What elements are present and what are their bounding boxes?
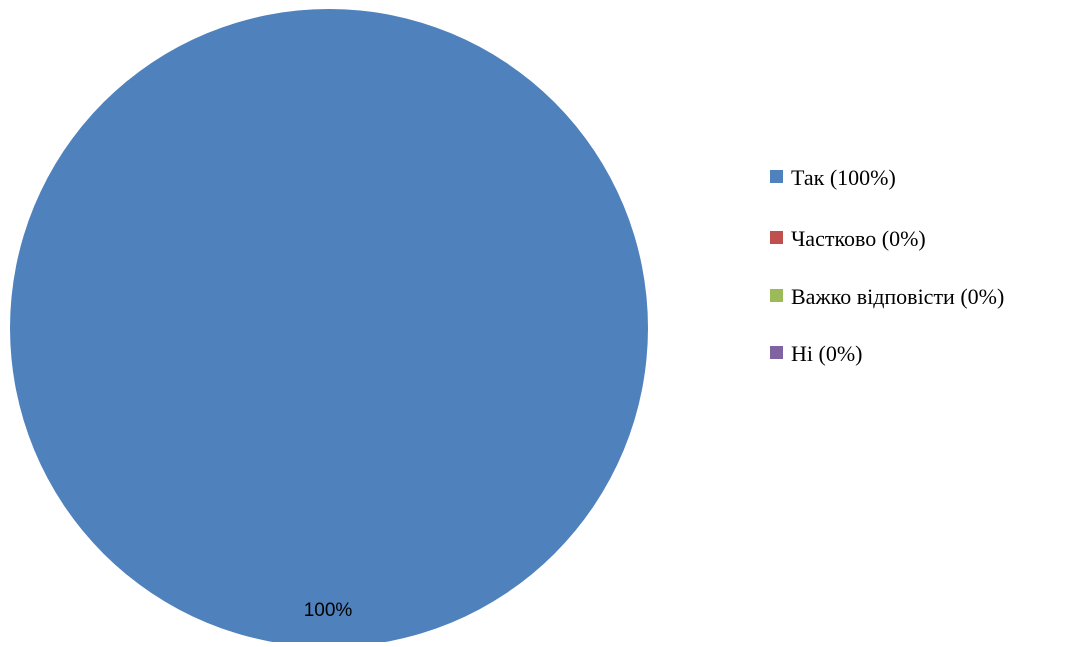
legend-label-tak: Так (100%) — [791, 165, 896, 190]
legend-swatch-chastkovo — [770, 231, 783, 244]
legend-label-vazhko: Важко відповісти (0%) — [791, 284, 1004, 309]
legend-item-ni: Ні (0%) — [770, 341, 862, 366]
pie-slices — [10, 9, 648, 647]
legend-item-vazhko: Важко відповісти (0%) — [770, 284, 1004, 309]
data-labels: 100% — [304, 600, 353, 621]
legend-item-tak: Так (100%) — [770, 165, 896, 190]
legend-label-ni: Ні (0%) — [791, 341, 862, 366]
legend-swatch-vazhko — [770, 289, 783, 302]
legend: Так (100%) Частково (0%) Важко відповіст… — [770, 165, 1004, 366]
legend-item-chastkovo: Частково (0%) — [770, 226, 926, 251]
pie-slice-0 — [10, 9, 648, 647]
legend-swatch-ni — [770, 346, 783, 359]
legend-label-chastkovo: Частково (0%) — [791, 226, 926, 251]
legend-swatch-tak — [770, 170, 783, 183]
data-label-tak: 100% — [304, 600, 353, 621]
